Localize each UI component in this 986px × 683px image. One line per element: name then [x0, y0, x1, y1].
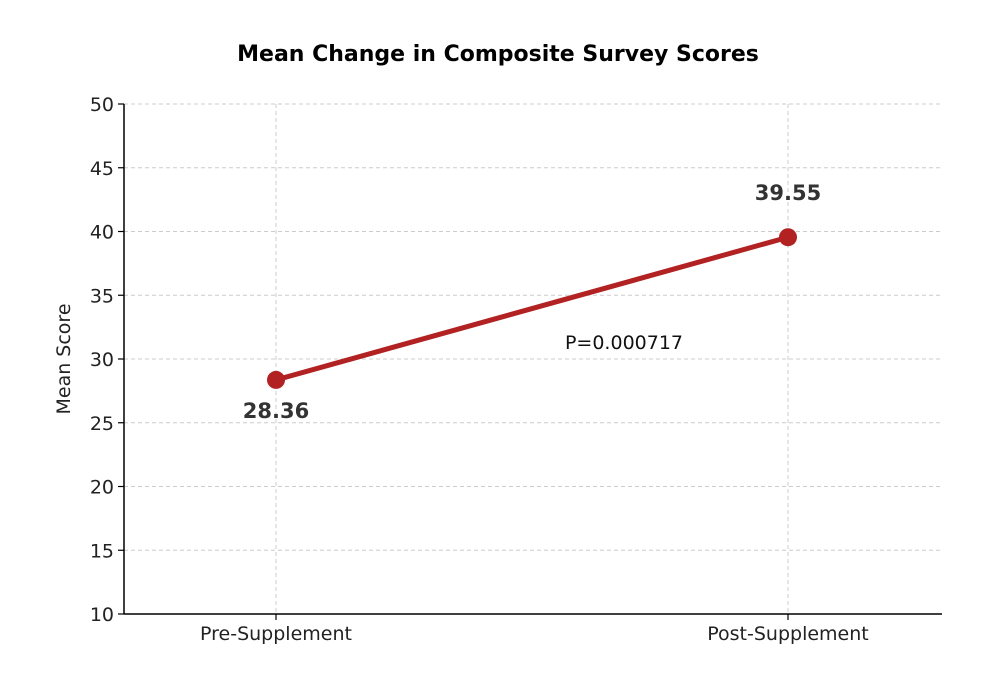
y-tick-label: 40 — [90, 222, 114, 244]
y-tick-label: 50 — [90, 94, 114, 116]
y-tick-label: 10 — [90, 604, 114, 626]
data-label: 39.55 — [755, 181, 821, 205]
data-point — [779, 228, 797, 247]
y-tick-label: 15 — [90, 540, 114, 562]
y-tick-label: 30 — [90, 349, 114, 371]
series — [267, 228, 797, 389]
x-tick-label: Post-Supplement — [707, 623, 869, 645]
y-tick-label: 25 — [90, 413, 114, 435]
y-tick-label: 20 — [90, 477, 114, 499]
y-tick-label: 45 — [90, 158, 114, 180]
x-tick-labels: Pre-Supplement Post-Supplement — [200, 623, 869, 645]
p-value-annotation: P=0.000717 — [565, 332, 683, 354]
grid-lines — [124, 103, 942, 615]
data-label: 28.36 — [243, 399, 309, 423]
series-line — [273, 234, 791, 383]
data-point — [267, 370, 285, 389]
chart-title: Mean Change in Composite Survey Scores — [237, 42, 759, 67]
y-axis-label: Mean Score — [53, 303, 75, 414]
y-tick-labels: 10 15 20 25 30 35 40 45 50 — [90, 94, 114, 626]
x-tick-label: Pre-Supplement — [200, 623, 352, 645]
y-tick-label: 35 — [90, 285, 114, 307]
axes — [118, 103, 942, 620]
data-labels: 28.36 39.55 — [243, 181, 821, 423]
